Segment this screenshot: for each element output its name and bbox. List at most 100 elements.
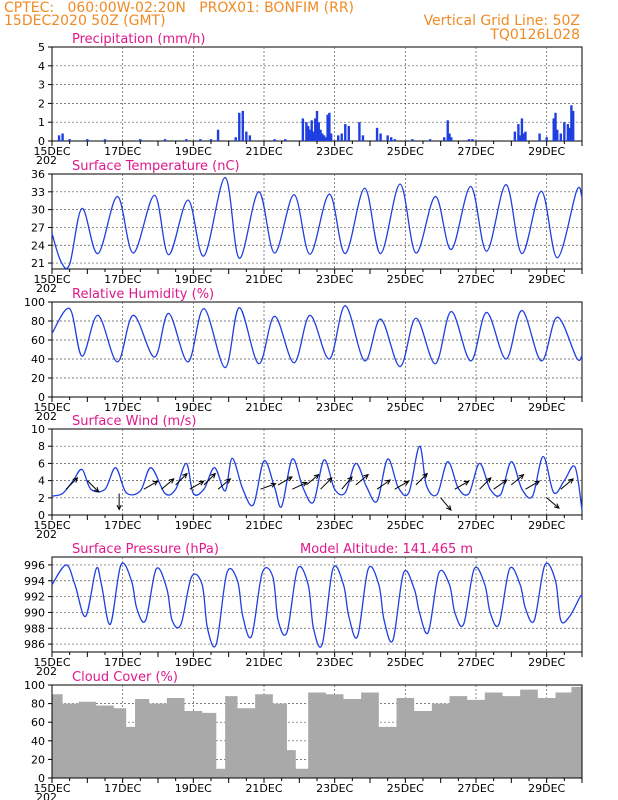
panel-frame-overlay — [51, 684, 583, 779]
wind-arrow-shaft — [546, 497, 560, 509]
y-tick-label: 988 — [24, 622, 45, 635]
precip-bar — [163, 139, 167, 141]
wind-arrow-shaft — [355, 474, 369, 486]
wind-arrow-head — [403, 480, 410, 486]
wind-arrow — [355, 473, 370, 486]
wind-arrow-shaft — [525, 480, 540, 490]
y-tick-label: 20 — [31, 372, 45, 385]
wind-arrow-head — [485, 477, 492, 483]
precip-bar — [448, 133, 451, 141]
wind-arrow — [143, 480, 159, 490]
y-tick-label: 30 — [31, 204, 45, 217]
precip-bar — [216, 129, 220, 141]
x-tick-label: 27DEC — [457, 145, 494, 158]
x-tick-label: 21DEC — [245, 401, 282, 414]
panel-title: Surface Temperature (nC) — [72, 159, 240, 174]
precip-bar — [68, 139, 71, 141]
x-tick-label: 23DEC — [316, 401, 353, 414]
wind-arrow-head — [518, 473, 525, 480]
precip-bar — [428, 139, 432, 141]
x-tick-label: 21DEC — [245, 519, 282, 532]
wind-arrow — [511, 473, 525, 486]
wind-arrow — [203, 472, 217, 486]
x-tick-label: 27DEC — [457, 273, 494, 286]
wind-arrow-shaft — [292, 481, 307, 490]
y-tick-label: 8 — [38, 440, 45, 453]
precip-bar — [347, 125, 350, 141]
x-tick-label: 15DEC — [33, 656, 70, 669]
x-tick-label: 19DEC — [175, 145, 212, 158]
y-tick-label: 2 — [38, 97, 45, 110]
wind-arrow — [546, 497, 560, 509]
precip-bar — [326, 114, 329, 141]
wind-arrow-head — [385, 479, 392, 485]
wind-arrow-shaft — [415, 473, 428, 486]
pres-series-line — [51, 562, 583, 648]
wind-arrow-shaft — [493, 479, 508, 490]
wind-arrow-head — [347, 476, 353, 482]
precip-bar — [199, 139, 202, 141]
x-tick-label: 29DEC — [528, 273, 565, 286]
wind-arrow-head — [534, 480, 541, 486]
precip-bar — [467, 139, 471, 141]
header-vertical-grid: Vertical Grid Line: 50Z — [423, 13, 580, 29]
x-tick-label: 21DEC — [245, 656, 282, 669]
wind-arrow-head — [446, 505, 452, 511]
y-tick-label: 0 — [38, 135, 45, 148]
panel-temp: 21 24 27 30 33 36 15DEC 17DEC 19DEC 21DEC 23DEC 25D… — [31, 159, 583, 295]
wind-arrow-shaft — [203, 473, 216, 486]
precip-bar — [570, 105, 573, 141]
precip-bar — [344, 124, 347, 141]
wind-arrow-shaft — [277, 476, 293, 486]
wind-arrow-shaft — [454, 480, 469, 490]
wind-arrow — [189, 480, 205, 490]
panel-cloud: 0 20 40 60 80 100 15DEC 17DEC 19DEC 21DEC 23DEC 25D… — [24, 670, 583, 800]
y-tick-label: 5 — [38, 41, 45, 54]
precip-bar — [308, 129, 312, 141]
y-tick-label: 992 — [24, 591, 45, 604]
x-tick-label: 27DEC — [457, 401, 494, 414]
y-tick-label: 40 — [31, 353, 45, 366]
x-tick-label: 21DEC — [245, 273, 282, 286]
y-tick-label: 4 — [38, 475, 45, 488]
header-model-code: TQ0126L028 — [490, 27, 580, 43]
precip-bar — [241, 110, 244, 141]
x-tick-label: 29DEC — [528, 519, 565, 532]
x-tick-label: 19DEC — [175, 782, 212, 795]
wind-arrow — [320, 477, 333, 490]
precip-bar — [61, 133, 64, 141]
y-tick-label: 40 — [31, 735, 45, 748]
x-year-label: 202 — [36, 282, 57, 295]
precip-bar — [446, 120, 449, 141]
precip-bar — [329, 133, 333, 141]
wind-arrow-head — [463, 480, 470, 486]
x-tick-label: 21DEC — [245, 145, 282, 158]
precip-bar — [571, 110, 575, 141]
x-tick-label: 23DEC — [316, 145, 353, 158]
precip-bar — [563, 122, 566, 141]
y-tick-label: 36 — [31, 168, 45, 181]
panel-frame — [51, 428, 583, 516]
panel-title: Cloud Cover (%) — [72, 670, 178, 685]
precip-bar — [524, 131, 527, 141]
precip-bar — [238, 112, 241, 141]
x-tick-label: 17DEC — [104, 145, 141, 158]
x-tick-label: 25DEC — [387, 519, 424, 532]
precip-bar — [305, 122, 308, 141]
wind-arrow-head — [270, 482, 277, 488]
wind-arrow-head — [198, 480, 205, 486]
y-tick-label: 100 — [24, 679, 45, 692]
precip-bar — [234, 137, 237, 141]
panel-title: Precipitation (mm/h) — [72, 32, 205, 47]
wind-arrow — [376, 479, 392, 490]
x-tick-label: 29DEC — [528, 656, 565, 669]
wind-arrow-head — [422, 472, 429, 479]
precip-bar — [139, 139, 142, 141]
wind-arrow-shaft — [394, 480, 409, 490]
precip-bar — [450, 137, 453, 141]
wind-arrow — [560, 478, 574, 490]
wind-arrow-shaft — [189, 480, 204, 490]
precip-bar — [361, 135, 365, 141]
wind-arrow — [175, 472, 188, 486]
precip-bar — [314, 118, 317, 141]
